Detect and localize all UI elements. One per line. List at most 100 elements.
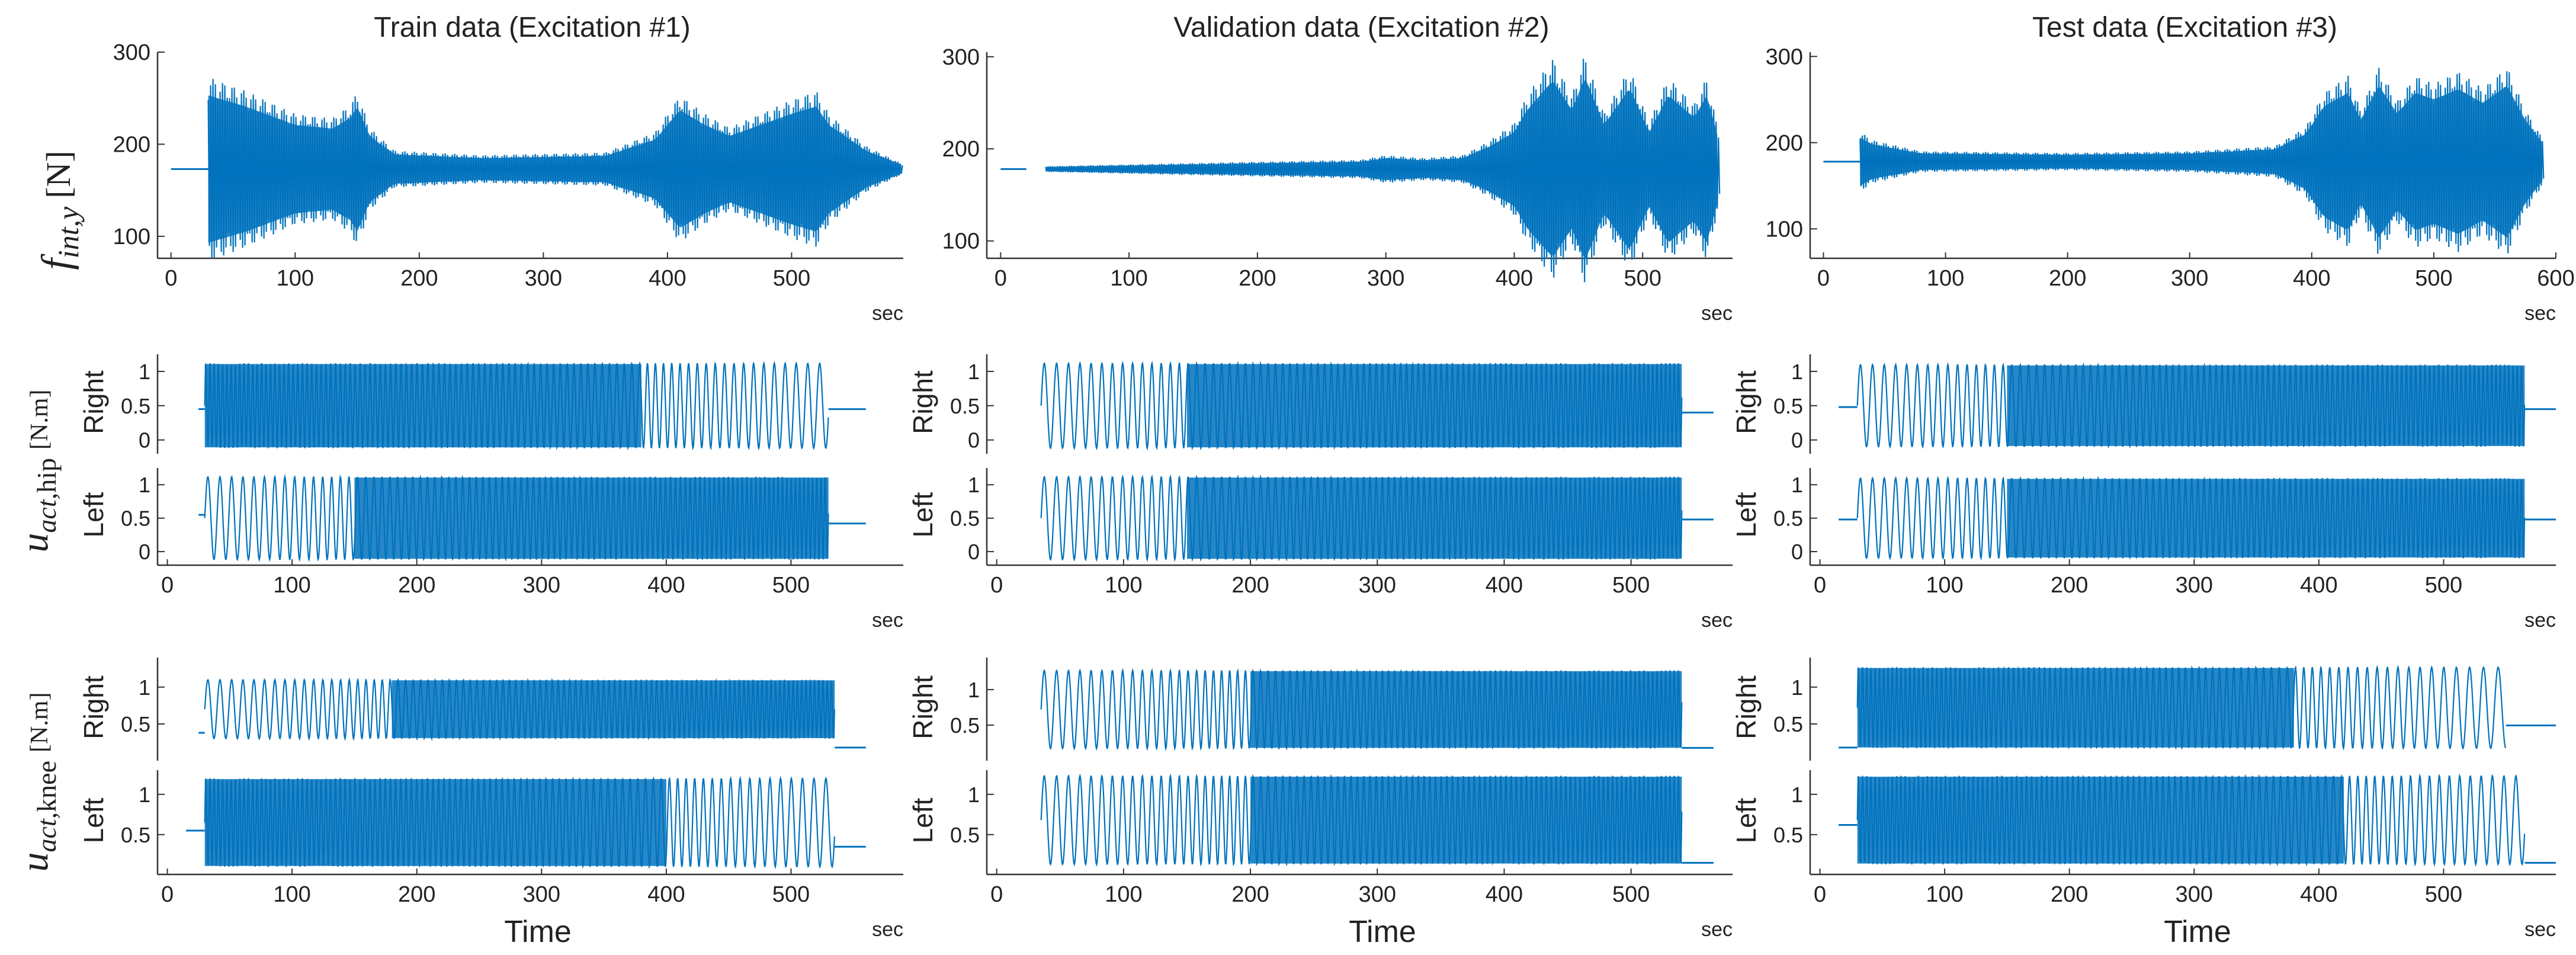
- chart-knee-right-val: 0.5 1 Right: [907, 658, 1714, 761]
- y-tick-label: 300: [1766, 44, 1803, 69]
- x-tick-label: 300: [523, 573, 560, 598]
- row-label-hip-subscript-rm: hip: [31, 458, 62, 493]
- series-line: [204, 775, 835, 870]
- x-tick-label: 500: [772, 573, 810, 598]
- x-tick-label: 100: [1926, 882, 1963, 907]
- series-line: [1040, 668, 1683, 751]
- y-tick-label: 1: [139, 360, 150, 384]
- chart-title: Validation data (Excitation #2): [1173, 12, 1549, 43]
- x-tick-label: 200: [1231, 573, 1269, 598]
- x-tick-label: 200: [1231, 882, 1269, 907]
- sub-label: Right: [1731, 370, 1762, 434]
- x-tick-label: 0: [1814, 573, 1826, 598]
- series-line: [1045, 59, 1721, 283]
- y-tick-label: 0.5: [1773, 712, 1803, 736]
- x-tick-label: 300: [2176, 882, 2213, 907]
- y-tick-label: 0: [1791, 428, 1803, 453]
- chart-hip-left-test: 0 0.5 1 0 100 200 300 400 500 sec Left: [1731, 468, 2556, 632]
- series-line: [204, 474, 829, 562]
- row-label-f: fint,y[N]: [34, 150, 85, 270]
- sub-label: Right: [78, 675, 109, 739]
- y-tick-label: 1: [139, 783, 150, 807]
- y-tick-label: 0: [139, 540, 150, 564]
- sub-label: Left: [907, 797, 938, 843]
- svg-text:fint,y[N]: fint,y[N]: [34, 150, 85, 270]
- chart-f-val: Validation data (Excitation #2) 100 200 300…: [942, 12, 1733, 325]
- y-tick-label: 300: [942, 45, 980, 70]
- row-label-f-subscript: int,y: [52, 206, 85, 258]
- chart-f-test: Test data (Excitation #3) 100 200 300 0 100 20…: [1766, 12, 2575, 325]
- series-hip-right-val: [1040, 360, 1714, 451]
- x-tick-label: 400: [2293, 266, 2330, 291]
- row-label-hip-subscript: act,: [31, 493, 62, 533]
- series-hip-right-test: [1839, 362, 2556, 449]
- chart-hip-left-train: 0 0.5 1 0 100 200 300 400 500 sec Left: [78, 468, 903, 632]
- y-tick-label: 1: [1791, 360, 1803, 384]
- chart-hip-right-val: 0 0.5 1 Right: [907, 354, 1714, 454]
- x-tick-label: 100: [1110, 266, 1147, 291]
- x-tick-label: 600: [2537, 266, 2574, 291]
- chart-hip-left-val: 0 0.5 1 0 100 200 300 400 500 sec Left: [907, 468, 1733, 632]
- x-tick-label: 100: [273, 573, 310, 598]
- series-hip-left-val: [1040, 474, 1714, 562]
- x-tick-label: 500: [2425, 573, 2462, 598]
- y-tick-label: 300: [113, 40, 150, 65]
- sub-label: Left: [1731, 492, 1762, 537]
- y-tick-label: 1: [968, 360, 980, 384]
- x-unit-label: sec: [2524, 302, 2556, 325]
- time-label-val: Time: [1349, 915, 1416, 949]
- x-tick-label: 100: [1927, 266, 1964, 291]
- x-tick-label: 300: [525, 266, 562, 291]
- x-tick-label: 200: [2051, 882, 2088, 907]
- chart-knee-left-train: 0.5 1 0 100 200 300 400 500 sec Left: [78, 770, 903, 941]
- series-line: [1856, 664, 2507, 751]
- row-label-knee-unit: [N.m]: [26, 692, 53, 752]
- series-line: [204, 677, 835, 742]
- y-tick-label: 100: [1766, 217, 1803, 242]
- x-tick-label: 100: [1926, 573, 1963, 598]
- y-tick-label: 0.5: [950, 713, 980, 738]
- x-tick-label: 400: [647, 882, 685, 907]
- x-tick-label: 0: [161, 573, 174, 598]
- sub-label: Right: [1731, 675, 1762, 739]
- y-tick-label: 0.5: [121, 823, 150, 847]
- chart-title: Train data (Excitation #1): [374, 12, 690, 43]
- series-line: [1856, 475, 2526, 561]
- x-tick-label: 0: [1814, 882, 1826, 907]
- time-label-test: Time: [2164, 915, 2231, 949]
- series-knee-left-train: [186, 775, 866, 870]
- y-tick-label: 0: [139, 428, 150, 453]
- series-knee-right-test: [1839, 664, 2556, 751]
- x-tick-label: 300: [2176, 573, 2213, 598]
- x-tick-label: 0: [995, 266, 1007, 291]
- y-tick-label: 1: [968, 678, 980, 702]
- chart-knee-right-test: 0.5 1 Right: [1731, 658, 2556, 761]
- series-f-test: [1823, 68, 2545, 254]
- time-label-train: Time: [504, 915, 572, 949]
- series-hip-left-test: [1839, 475, 2556, 561]
- x-tick-label: 400: [649, 266, 686, 291]
- series-line: [204, 361, 829, 451]
- sub-label: Left: [78, 797, 109, 843]
- sub-label: Left: [1731, 797, 1762, 843]
- sub-label: Left: [78, 492, 109, 537]
- x-tick-label: 300: [2171, 266, 2208, 291]
- y-tick-label: 100: [113, 225, 150, 249]
- y-tick-label: 100: [942, 229, 980, 254]
- x-unit-label: sec: [2524, 609, 2556, 632]
- x-unit-label: sec: [872, 302, 903, 325]
- x-tick-label: 0: [161, 882, 174, 907]
- chart-hip-right-train: 0 0.5 1 Right: [78, 354, 866, 454]
- y-tick-label: 1: [968, 473, 980, 497]
- y-tick-label: 0.5: [950, 823, 980, 847]
- x-unit-label: sec: [872, 918, 903, 941]
- x-tick-label: 500: [2415, 266, 2452, 291]
- y-tick-label: 0.5: [121, 394, 150, 418]
- x-tick-label: 100: [273, 882, 310, 907]
- x-tick-label: 500: [1612, 882, 1650, 907]
- x-tick-label: 500: [773, 266, 810, 291]
- x-tick-label: 200: [400, 266, 438, 291]
- series-knee-right-train: [198, 677, 866, 749]
- x-tick-label: 400: [2300, 573, 2337, 598]
